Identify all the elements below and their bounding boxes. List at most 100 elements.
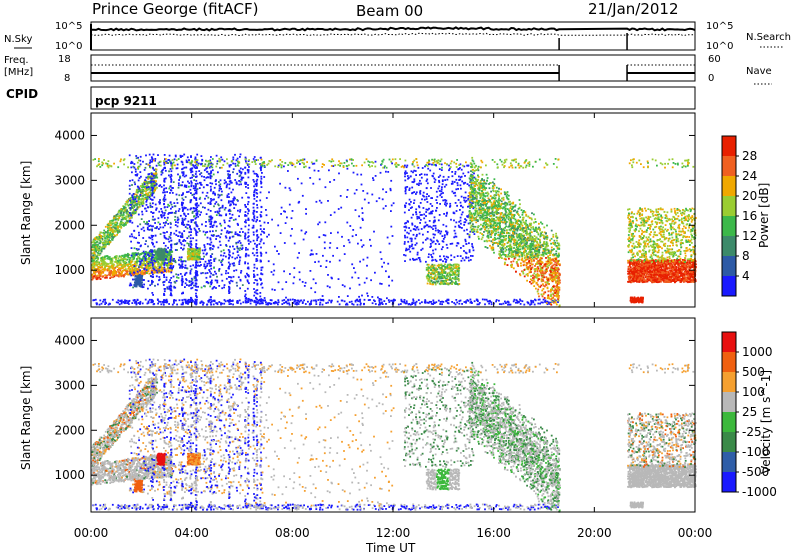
power-cell	[152, 243, 154, 246]
power-cell	[146, 196, 149, 198]
power-cell	[176, 198, 178, 201]
power-cell	[251, 226, 254, 229]
power-cell	[285, 300, 288, 303]
power-cell	[208, 166, 211, 169]
power-cell	[239, 231, 241, 233]
power-cell	[229, 210, 232, 212]
power-cell	[209, 275, 212, 278]
power-cell	[136, 196, 138, 199]
power-cell	[252, 233, 255, 236]
power-cell	[228, 250, 231, 253]
power-cell	[102, 263, 105, 266]
power-cell	[229, 231, 232, 234]
power-cell	[141, 275, 144, 277]
power-cell	[204, 260, 207, 263]
power-cell	[156, 251, 159, 253]
power-cell	[426, 173, 428, 176]
power-cell	[141, 259, 143, 262]
power-cell	[332, 254, 334, 257]
power-cell	[178, 208, 181, 210]
power-cell	[125, 222, 128, 224]
power-cell	[168, 264, 170, 266]
power-cell	[131, 203, 134, 206]
power-cell	[193, 251, 196, 254]
power-cell	[120, 275, 123, 278]
power-cell	[124, 261, 127, 263]
power-cell	[151, 279, 153, 282]
power-cell	[193, 227, 196, 230]
power-cell	[104, 255, 107, 258]
power-cell	[149, 250, 151, 253]
power-cell	[458, 302, 461, 305]
power-cell	[92, 277, 95, 279]
power-cell	[428, 266, 430, 269]
power-cell	[271, 288, 274, 291]
power-cell	[198, 254, 200, 256]
power-cell	[231, 262, 234, 265]
power-cell	[223, 179, 226, 182]
power-cell	[157, 154, 159, 156]
power-cell	[124, 258, 126, 260]
power-cell	[160, 303, 163, 306]
power-cell	[247, 187, 250, 189]
power-cell	[166, 251, 169, 254]
power-cell	[131, 269, 133, 272]
power-cell	[181, 301, 184, 304]
power-cell	[113, 215, 115, 218]
power-cell	[432, 269, 435, 271]
power-cell	[374, 300, 376, 303]
power-cell	[178, 259, 180, 262]
power-cell	[201, 159, 204, 162]
power-cell	[530, 301, 533, 304]
power-cell	[127, 256, 130, 259]
power-cell	[194, 282, 197, 285]
power-cell	[139, 262, 142, 265]
power-cell	[432, 228, 434, 230]
power-cell	[228, 231, 231, 233]
power-cell	[236, 256, 238, 259]
power-cell	[195, 179, 198, 182]
power-cell	[131, 171, 133, 174]
power-cell	[209, 285, 212, 288]
power-cell	[260, 156, 262, 159]
power-cell	[236, 284, 238, 287]
power-cell	[111, 238, 113, 240]
power-cell	[256, 174, 259, 176]
power-cell	[357, 300, 360, 303]
power-cell	[139, 163, 142, 166]
power-cell	[434, 283, 437, 286]
power-cell	[202, 206, 204, 209]
power-cell	[219, 207, 222, 209]
power-cell	[146, 186, 148, 189]
power-cell	[209, 203, 212, 205]
power-cell	[195, 285, 198, 288]
power-cell	[173, 302, 175, 304]
power-cell	[122, 214, 125, 216]
power-cell	[458, 267, 460, 270]
power-cell	[150, 259, 153, 261]
power-cell	[218, 268, 221, 270]
power-cell	[209, 159, 212, 162]
power-cell	[237, 224, 239, 226]
power-cell	[134, 196, 137, 199]
power-cell	[104, 225, 107, 228]
power-cell	[189, 298, 192, 301]
power-cell	[107, 229, 109, 232]
power-cell	[135, 275, 138, 278]
power-cell	[196, 211, 199, 213]
power-cell	[220, 199, 223, 202]
power-cell	[156, 226, 158, 228]
power-cell	[223, 160, 226, 163]
power-cell	[104, 303, 106, 305]
power-cell	[191, 281, 194, 284]
power-cell	[144, 186, 147, 188]
power-cell	[127, 211, 130, 213]
power-cell	[197, 215, 200, 218]
power-cell	[142, 186, 145, 188]
power-cell	[148, 220, 150, 222]
power-cell	[449, 282, 452, 285]
power-cell	[151, 199, 154, 201]
power-cell	[384, 205, 387, 207]
power-cell	[215, 225, 218, 228]
power-cell	[118, 259, 121, 262]
